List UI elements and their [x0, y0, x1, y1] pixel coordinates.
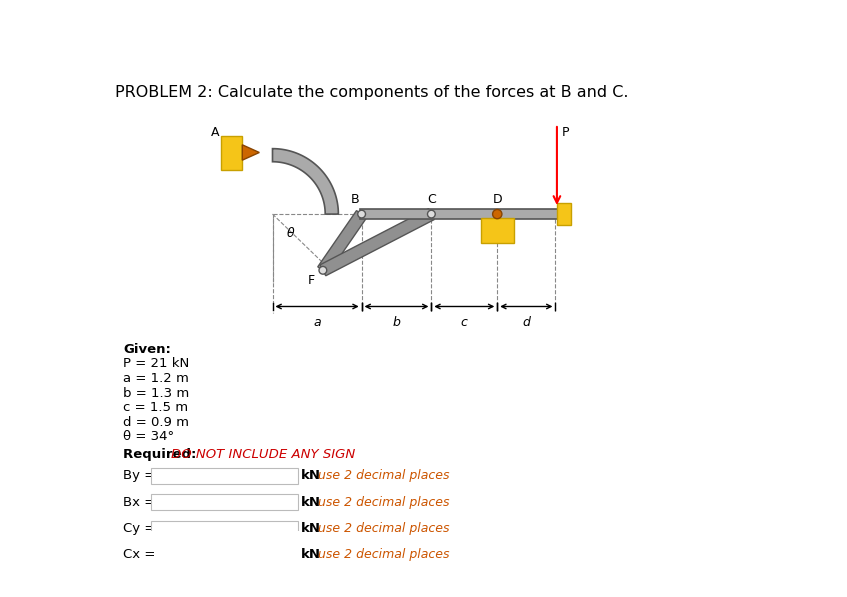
FancyBboxPatch shape [151, 468, 298, 484]
Circle shape [319, 266, 327, 274]
Text: DO NOT INCLUDE ANY SIGN: DO NOT INCLUDE ANY SIGN [171, 448, 355, 461]
Text: Bx =: Bx = [123, 496, 155, 509]
Bar [481, 218, 513, 242]
Bar [360, 210, 559, 219]
Text: P: P [562, 125, 569, 139]
Text: Given:: Given: [123, 343, 171, 356]
Text: D: D [492, 193, 502, 207]
Text: d = 0.9 m: d = 0.9 m [123, 416, 189, 429]
Text: b = 1.3 m: b = 1.3 m [123, 387, 189, 399]
Text: a: a [313, 316, 321, 329]
Text: use 2 decimal places: use 2 decimal places [318, 469, 450, 482]
Bar [220, 136, 242, 170]
Text: use 2 decimal places: use 2 decimal places [318, 496, 450, 509]
Text: P = 21 kN: P = 21 kN [123, 358, 189, 370]
Text: a = 1.2 m: a = 1.2 m [123, 372, 189, 385]
FancyBboxPatch shape [151, 494, 298, 510]
Text: use 2 decimal places: use 2 decimal places [318, 548, 450, 561]
Text: kN: kN [302, 522, 321, 535]
Text: C: C [427, 193, 435, 207]
Text: c = 1.5 m: c = 1.5 m [123, 401, 188, 414]
Text: By =: By = [123, 469, 155, 482]
Text: b: b [392, 316, 401, 329]
Text: A: A [211, 127, 219, 140]
Circle shape [357, 210, 366, 218]
Text: kN: kN [302, 469, 321, 482]
Circle shape [493, 210, 502, 219]
Text: F: F [308, 274, 315, 287]
Text: Cx =: Cx = [123, 548, 155, 561]
Text: c: c [461, 316, 468, 329]
Polygon shape [273, 149, 338, 214]
Text: kN: kN [302, 496, 321, 509]
Text: Cy =: Cy = [123, 522, 155, 535]
Text: E: E [560, 208, 567, 220]
Text: B: B [352, 193, 360, 207]
Text: PROBLEM 2: Calculate the components of the forces at B and C.: PROBLEM 2: Calculate the components of t… [115, 85, 628, 100]
Text: θ = 34°: θ = 34° [123, 430, 174, 444]
Circle shape [428, 210, 435, 218]
Text: use 2 decimal places: use 2 decimal places [318, 522, 450, 535]
FancyBboxPatch shape [151, 521, 298, 536]
Text: θ: θ [286, 227, 294, 240]
Bar [557, 204, 571, 225]
Polygon shape [242, 145, 259, 160]
Polygon shape [318, 211, 367, 274]
Polygon shape [320, 208, 435, 276]
Text: d: d [523, 316, 530, 329]
Text: kN: kN [302, 548, 321, 561]
FancyBboxPatch shape [151, 547, 298, 562]
Text: Required:: Required: [123, 448, 201, 461]
